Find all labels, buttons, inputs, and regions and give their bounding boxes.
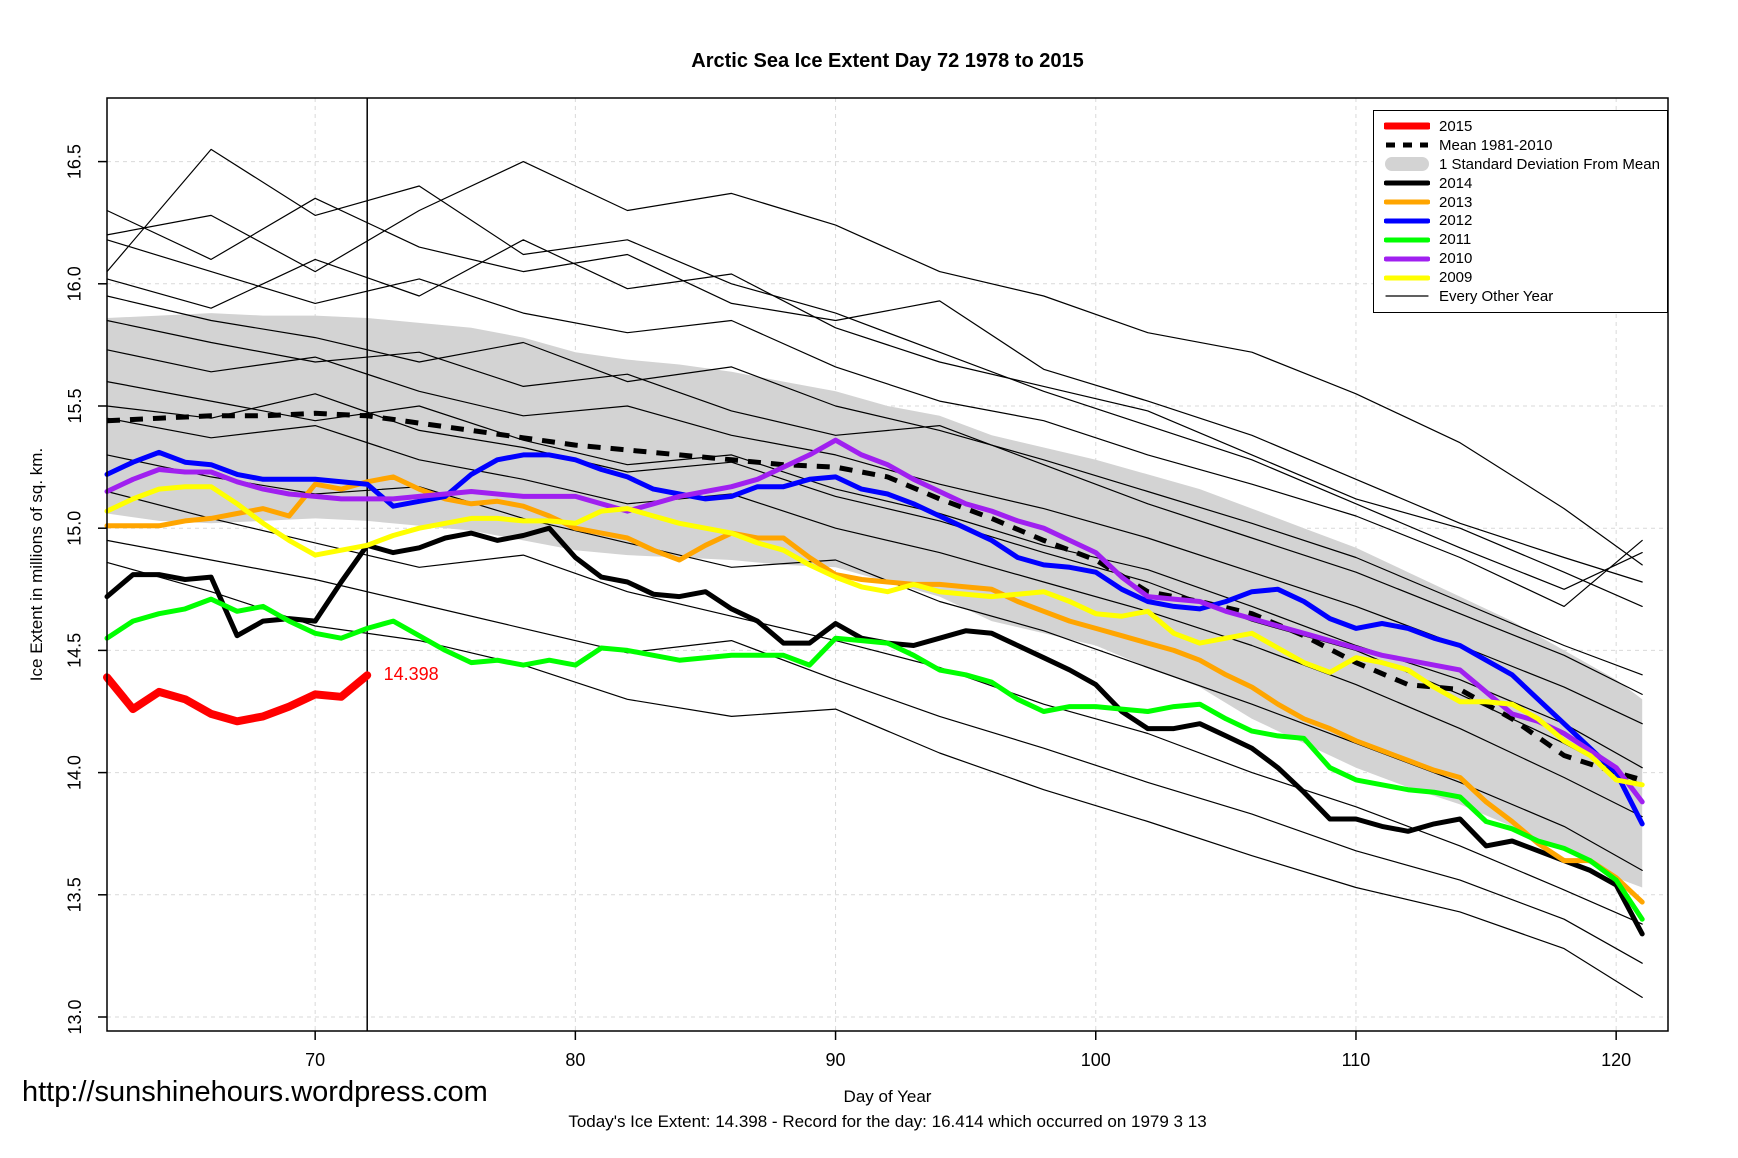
- legend-label: 1 Standard Deviation From Mean: [1439, 155, 1660, 173]
- y-tick-label: 13.0: [65, 999, 85, 1034]
- legend-swatch-line-icon: [1384, 237, 1430, 243]
- today-summary-text: Today's Ice Extent: 14.398 - Record for …: [568, 1112, 1207, 1131]
- legend-item-5: 2012: [1384, 211, 1667, 230]
- legend-label: Every Other Year: [1439, 287, 1554, 305]
- legend-item-9: Every Other Year: [1384, 287, 1667, 306]
- x-axis-title: Day of Year: [843, 1087, 932, 1106]
- legend-label: 2011: [1439, 231, 1472, 249]
- legend-swatch-line-icon: [1384, 218, 1430, 224]
- legend-item-0: 2015: [1384, 117, 1667, 136]
- legend-swatch-line-icon: [1384, 122, 1430, 130]
- series-line-2012: [104, 449, 1645, 827]
- y-tick-label: 13.5: [65, 877, 85, 912]
- legend-item-3: 2014: [1384, 174, 1667, 193]
- legend-swatch-dashed-icon: [1386, 142, 1428, 148]
- legend-label: 2010: [1439, 250, 1473, 268]
- x-tick-label: 90: [826, 1050, 846, 1070]
- legend-swatch-thin-icon: [1385, 295, 1429, 298]
- y-axis-title: Ice Extent in millions of sq. km.: [27, 448, 46, 681]
- series-line-2010: [104, 437, 1645, 805]
- legend-swatch-band-icon: [1385, 157, 1429, 172]
- chart-title: Arctic Sea Ice Extent Day 72 1978 to 201…: [691, 50, 1084, 72]
- series-line-2015: [103, 671, 372, 726]
- current-value-annotation: 14.398: [383, 664, 439, 685]
- legend-label: 2014: [1439, 174, 1473, 192]
- y-tick-label: 16.0: [65, 266, 85, 301]
- y-tick-label: 14.5: [65, 633, 85, 668]
- chart-legend: 2015 Mean 1981-2010 1 Standard Deviation F…: [1373, 110, 1668, 313]
- legend-item-2: 1 Standard Deviation From Mean: [1384, 155, 1667, 174]
- legend-label: 2009: [1439, 269, 1473, 287]
- y-tick-label: 15.5: [65, 388, 85, 423]
- std-dev-band: [107, 313, 1643, 888]
- legend-item-6: 2011: [1384, 230, 1667, 249]
- x-tick-label: 80: [565, 1050, 585, 1070]
- legend-item-8: 2009: [1384, 268, 1667, 287]
- legend-item-7: 2010: [1384, 249, 1667, 268]
- legend-swatch-line-icon: [1384, 199, 1430, 205]
- x-tick-label: 100: [1081, 1050, 1111, 1070]
- x-tick-label: 110: [1342, 1050, 1371, 1070]
- legend-swatch-line-icon: [1384, 275, 1430, 281]
- legend-label: 2012: [1439, 212, 1473, 230]
- legend-item-4: 2013: [1384, 193, 1667, 212]
- y-tick-label: 14.0: [65, 755, 85, 790]
- series-line-2011: [104, 596, 1645, 922]
- x-tick-label: 120: [1601, 1050, 1631, 1070]
- legend-item-1: Mean 1981-2010: [1384, 136, 1667, 155]
- watermark-url: http://sunshinehours.wordpress.com: [22, 1076, 488, 1108]
- legend-swatch-line-icon: [1384, 180, 1430, 186]
- x-tick-label: 70: [305, 1050, 325, 1070]
- series-line-2009: [104, 484, 1645, 788]
- legend-label: Mean 1981-2010: [1439, 136, 1553, 154]
- legend-label: 2013: [1439, 193, 1473, 211]
- y-tick-label: 16.5: [65, 144, 85, 179]
- y-tick-label: 15.0: [65, 511, 85, 546]
- legend-label: 2015: [1439, 117, 1473, 135]
- legend-swatch-line-icon: [1384, 256, 1430, 262]
- plot-border: [106, 97, 1669, 1032]
